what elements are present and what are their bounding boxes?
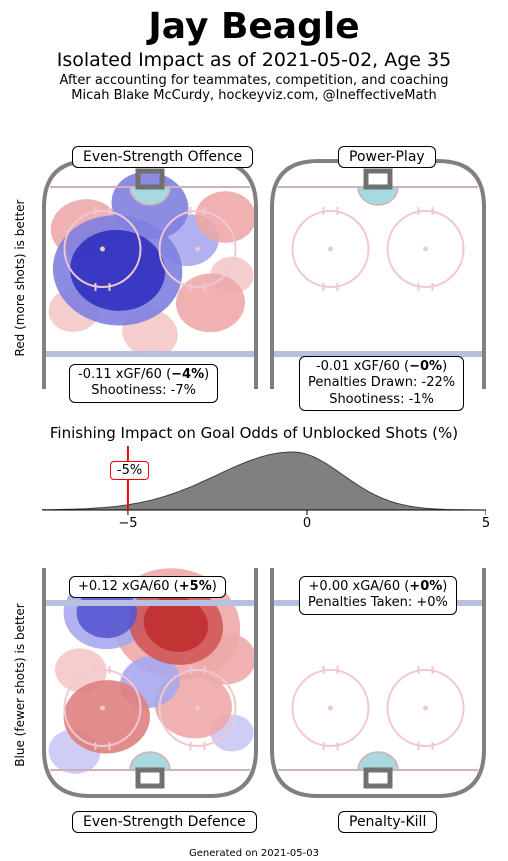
caption-line-2: Micah Blake McCurdy, hockeyviz.com, @Ine…	[0, 88, 508, 103]
stats-even-strength-defence: +0.12 xGA/60 (+5%)	[69, 576, 226, 598]
subtitle: Isolated Impact as of 2021-05-02, Age 35	[0, 49, 508, 71]
label-penalty-kill: Penalty-Kill	[338, 811, 437, 833]
footer-generated: Generated on 2021-05-03	[0, 848, 508, 859]
label-even-strength-defence: Even-Strength Defence	[72, 811, 257, 833]
vert-label-offence: Red (more shots) is better	[13, 188, 27, 368]
finishing-value-label: -5%	[110, 461, 149, 480]
stats-even-strength-offence: -0.11 xGF/60 (−4%) Shootiness: -7%	[69, 364, 218, 403]
label-power-play: Power-Play	[338, 146, 436, 168]
rink-even-strength-offence	[42, 159, 258, 391]
rink-even-strength-defence	[42, 566, 258, 798]
player-name: Jay Beagle	[0, 6, 508, 47]
caption-line-1: After accounting for teammates, competit…	[0, 73, 508, 88]
label-even-strength-offence: Even-Strength Offence	[72, 146, 253, 168]
stats-power-play: -0.01 xGF/60 (−0%) Penalties Drawn: -22%…	[299, 356, 464, 411]
stats-penalty-kill: +0.00 xGA/60 (+0%) Penalties Taken: +0%	[299, 576, 457, 615]
finishing-tick: 5	[471, 516, 501, 531]
vert-label-defence: Blue (fewer shots) is better	[13, 590, 27, 780]
finishing-tick: 0	[292, 516, 322, 531]
finishing-title: Finishing Impact on Goal Odds of Unblock…	[0, 424, 508, 442]
finishing-distribution	[42, 446, 486, 524]
finishing-tick: −5	[113, 516, 143, 531]
